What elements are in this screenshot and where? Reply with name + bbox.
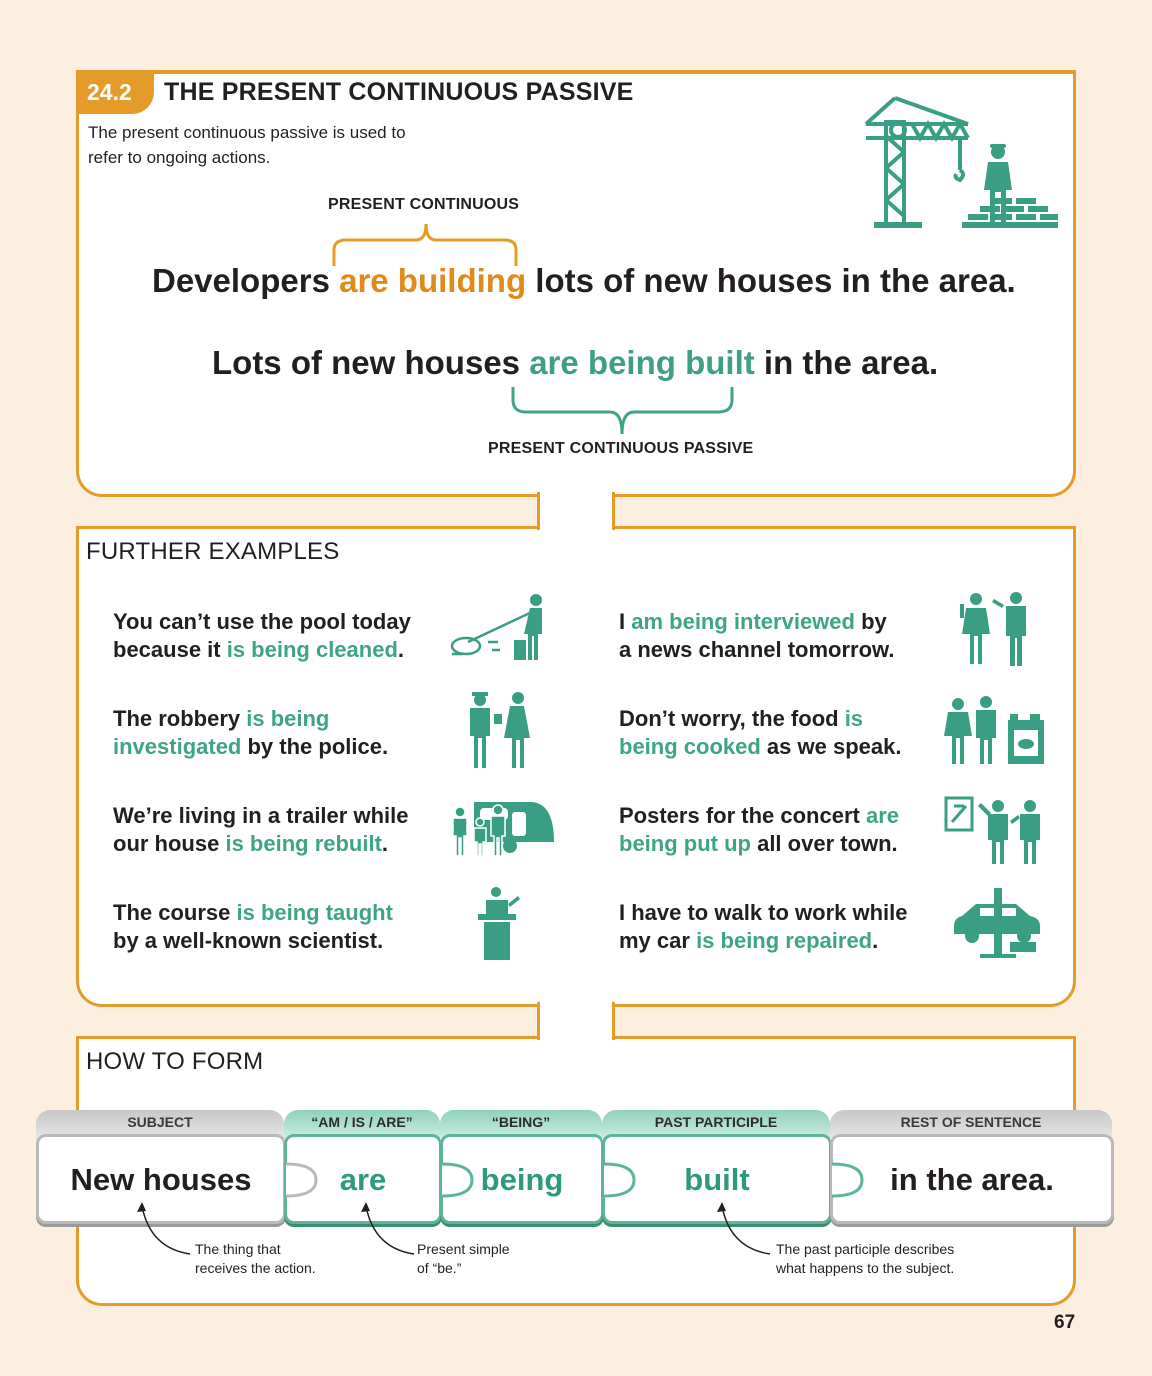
piece-word: New houses [36, 1134, 286, 1224]
car-repair-icon [954, 888, 1040, 958]
puzzle-piece-rest: REST OF SENTENCE in the area. [830, 1110, 1114, 1224]
panel-connector [537, 492, 615, 530]
posters-icon [944, 796, 1040, 864]
example-item: You can’t use the pool today because it i… [113, 609, 411, 662]
active-sentence: Developers are building lots of new hous… [152, 262, 1016, 299]
interview-icon [960, 592, 1026, 666]
example-item: Don’t worry, the food is being cooked as … [619, 706, 902, 759]
pool-cleaner-icon [450, 594, 542, 660]
trailer-family-icon [452, 802, 554, 857]
be-note: Present simple of “be.” [417, 1241, 510, 1276]
police-icon [470, 692, 530, 768]
section-intro: The present continuous passive is used t… [88, 123, 406, 167]
crane-builder-icon [864, 96, 1058, 228]
active-label: PRESENT CONTINUOUS [328, 196, 520, 213]
participle-note: The past participle describes what happen… [776, 1241, 955, 1276]
example-item: Posters for the concert are being put up … [619, 803, 899, 856]
cooking-icon [944, 696, 1044, 764]
section-number-badge: 24.2 [76, 70, 154, 114]
section-panel [76, 70, 1076, 497]
example-item: We’re living in a trailer while our house… [113, 803, 409, 856]
orange-brace-icon [332, 223, 518, 266]
passive-label: PRESENT CONTINUOUS PASSIVE [488, 440, 754, 457]
page-number: 67 [1054, 1312, 1076, 1333]
puzzle-piece-subject: SUBJECT New houses [36, 1110, 286, 1224]
example-item: I am being interviewed by a news channel … [619, 609, 895, 662]
piece-word: in the area. [830, 1134, 1114, 1224]
subject-note: The thing that receives the action. [195, 1241, 316, 1276]
further-examples-heading: FURTHER EXAMPLES [86, 538, 340, 565]
lecturer-podium-icon [478, 887, 520, 960]
further-examples-panel [76, 526, 1076, 1007]
example-item: The course is being taught by a well-know… [113, 900, 393, 953]
example-item: The robbery is being investigated by the … [113, 706, 389, 759]
passive-sentence: Lots of new houses are being built in th… [212, 344, 939, 381]
example-item: I have to walk to work while my car is be… [619, 900, 908, 953]
teal-brace-icon [511, 387, 734, 435]
panel-connector [537, 1002, 615, 1040]
annotation-arrows [137, 1202, 771, 1255]
how-to-form-heading: HOW TO FORM [86, 1048, 264, 1075]
section-title: THE PRESENT CONTINUOUS PASSIVE [164, 78, 634, 106]
puzzle-knobs [285, 1162, 864, 1198]
